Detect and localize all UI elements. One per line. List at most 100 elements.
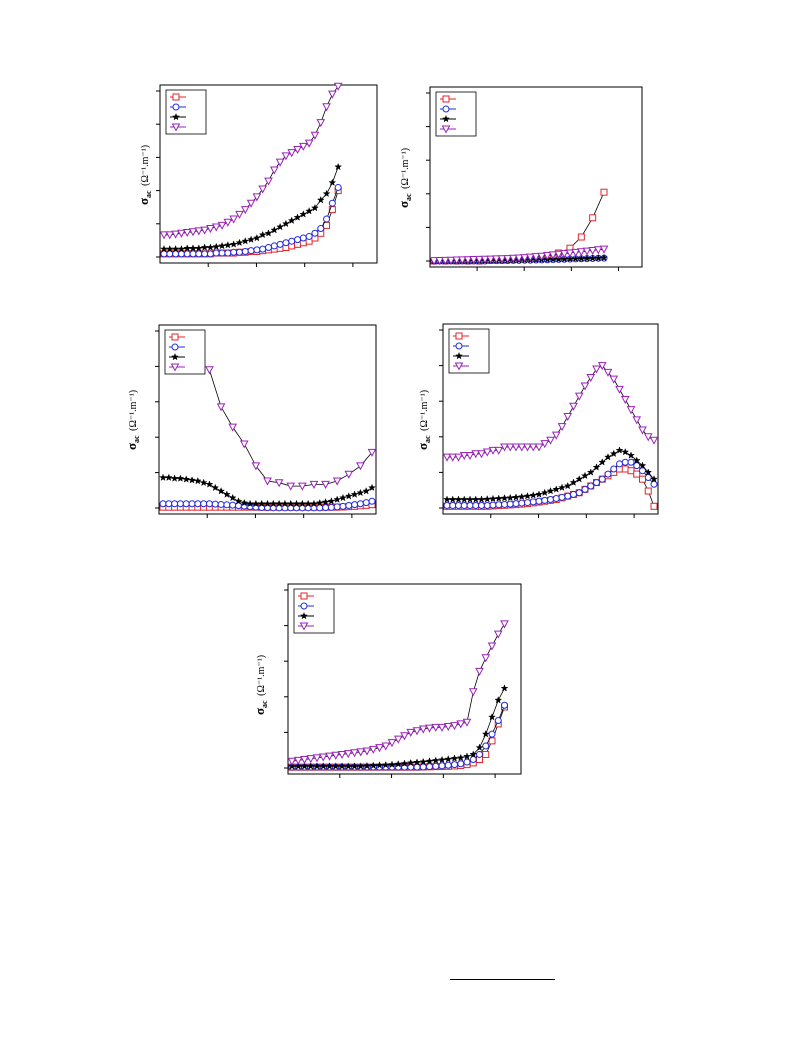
data-point — [438, 755, 446, 764]
data-point — [528, 443, 538, 452]
data-point — [469, 756, 477, 764]
legend — [293, 588, 335, 634]
data-point — [406, 758, 415, 767]
data-point — [627, 467, 635, 475]
data-point — [206, 243, 215, 251]
data-point — [512, 493, 520, 501]
data-point — [275, 158, 285, 167]
data-point — [188, 500, 196, 508]
data-point — [247, 235, 256, 243]
data-point — [264, 177, 273, 186]
footer-rule — [450, 979, 555, 980]
data-point — [593, 479, 600, 487]
data-point — [540, 488, 549, 497]
data-point — [593, 246, 603, 255]
data-point — [444, 755, 453, 763]
data-point — [313, 762, 321, 770]
y-label-symbol: σ — [124, 443, 139, 450]
data-point — [235, 210, 244, 219]
data-point — [239, 440, 249, 449]
data-point — [639, 467, 646, 475]
legend-marker — [171, 352, 179, 361]
data-point — [621, 447, 630, 456]
data-point — [547, 496, 554, 504]
data-point — [312, 754, 322, 763]
data-point — [517, 443, 527, 452]
series-3 — [159, 473, 376, 508]
series-4 — [442, 362, 659, 462]
data-point — [450, 722, 459, 731]
data-point — [228, 423, 238, 432]
data-point — [176, 474, 185, 482]
data-point — [632, 456, 641, 464]
data-point — [571, 248, 581, 257]
data-point — [217, 500, 225, 508]
data-point — [494, 717, 502, 725]
y-label-units: (Ω⁻¹.m⁻¹) — [140, 145, 151, 188]
svg-text:σac (Ω⁻¹.m⁻¹): σac (Ω⁻¹.m⁻¹) — [415, 390, 432, 450]
legend-marker — [300, 611, 308, 620]
data-point — [454, 495, 463, 503]
data-point — [229, 501, 237, 509]
data-point — [638, 461, 647, 469]
data-point — [511, 443, 521, 452]
data-point — [394, 759, 403, 768]
data-point — [529, 491, 538, 499]
data-point — [626, 406, 636, 415]
data-point — [338, 762, 346, 770]
data-point — [644, 468, 653, 476]
data-point — [264, 229, 273, 237]
data-point — [375, 744, 384, 753]
data-point — [339, 502, 347, 510]
data-point — [518, 499, 526, 507]
data-point — [477, 495, 486, 503]
y-axis-label: σac (Ω⁻¹.m⁻¹) — [396, 148, 413, 208]
data-point — [501, 701, 508, 709]
data-point — [362, 487, 371, 495]
data-point — [274, 479, 284, 488]
data-point — [218, 249, 226, 257]
data-point — [523, 491, 532, 500]
data-point — [576, 248, 586, 257]
y-label-subscript: ac — [144, 190, 153, 198]
legend-marker — [172, 112, 180, 121]
data-point — [269, 504, 277, 512]
data-point — [211, 500, 219, 508]
data-point — [517, 492, 526, 501]
data-point — [321, 480, 330, 489]
data-point — [317, 225, 325, 233]
data-point — [586, 373, 596, 383]
data-point — [488, 730, 496, 738]
data-point — [491, 255, 501, 264]
y-label-symbol: σ — [396, 201, 411, 208]
data-point — [501, 500, 508, 508]
data-point — [552, 485, 561, 493]
data-point — [282, 239, 290, 247]
legend-marker — [455, 342, 463, 350]
data-point — [328, 178, 337, 187]
data-point — [332, 477, 342, 486]
plot-frame — [158, 324, 377, 515]
data-point — [413, 758, 421, 766]
data-point — [305, 207, 314, 215]
y-label-subscript: ac — [423, 435, 432, 443]
data-point — [368, 483, 376, 492]
data-point — [259, 245, 267, 253]
data-point — [176, 500, 184, 508]
data-point — [523, 443, 532, 452]
data-point — [552, 495, 560, 503]
data-point — [381, 742, 391, 751]
data-point — [270, 225, 279, 234]
data-point — [182, 475, 191, 483]
data-point — [194, 244, 203, 252]
data-point — [223, 218, 233, 227]
data-point — [350, 749, 359, 758]
data-point — [345, 501, 353, 509]
data-point — [194, 500, 202, 508]
data-point — [524, 499, 531, 507]
data-point — [305, 232, 313, 240]
data-point — [212, 242, 221, 251]
data-point — [293, 145, 302, 155]
data-point — [609, 449, 618, 458]
data-point — [328, 199, 336, 207]
